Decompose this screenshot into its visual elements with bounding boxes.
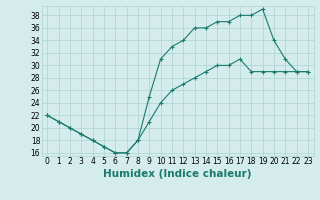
- X-axis label: Humidex (Indice chaleur): Humidex (Indice chaleur): [103, 169, 252, 179]
